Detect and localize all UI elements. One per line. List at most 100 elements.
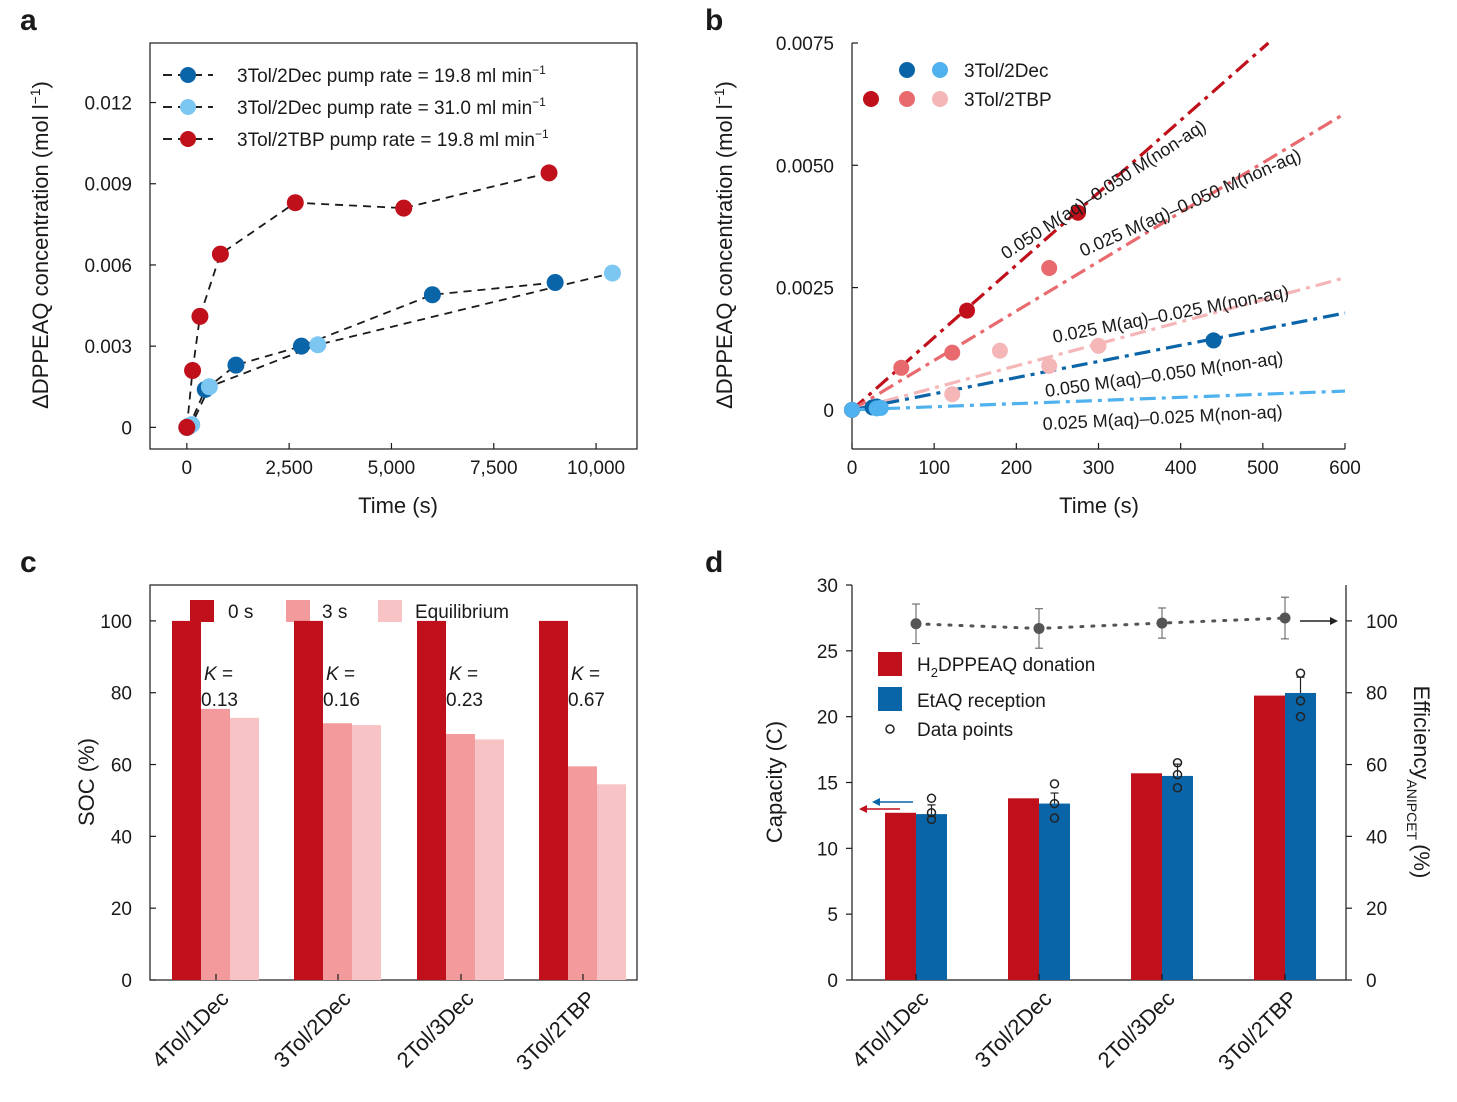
c-bar <box>201 708 230 980</box>
c-category-label: 3Tol/2TBP <box>511 986 600 1075</box>
d-efficiency-line <box>914 616 1287 630</box>
d-category-label: 2Tol/3Dec <box>1093 986 1180 1073</box>
d-data-point <box>1049 779 1060 789</box>
a-ytick-label: 0.009 <box>84 175 132 196</box>
annotation-b-2: 0.025 M(aq)–0.050 M(non-aq) <box>1076 145 1304 261</box>
legend-b-label-tbp: 3Tol/2TBP <box>964 90 1052 111</box>
c-bar <box>323 723 352 980</box>
a-point <box>540 164 558 182</box>
b-point <box>959 302 976 319</box>
c-k-label: K = <box>204 664 233 685</box>
c-k-label: K = <box>449 664 478 685</box>
a-xtick-label: 5,000 <box>368 458 416 479</box>
panel-b-plot: 0 100 200 300 400 500 600 0 0.0025 0.0050 0.0075 <box>776 34 1361 479</box>
b-point <box>944 344 961 361</box>
legend-c-swatch-3s <box>286 600 310 622</box>
arrow-red-left-head <box>859 805 867 813</box>
d-data-point <box>1049 798 1060 809</box>
a-series-line <box>185 172 550 428</box>
d-bar-reception <box>916 814 947 980</box>
a-xtick-label: 0 <box>182 458 193 479</box>
a-point <box>395 199 413 217</box>
legend-b-marker-dec-light <box>932 62 948 78</box>
panel-a-frame <box>149 42 638 450</box>
c-bar <box>172 620 201 980</box>
d-bar-reception <box>1039 803 1070 980</box>
panel-d-ylabel-right: EfficiencyANIPCET(%) <box>1404 686 1434 879</box>
b-point <box>872 399 889 416</box>
panel-a-legend: 3Tol/2Dec pump rate = 19.8 ml min−1 3Tol… <box>163 63 549 151</box>
b-xtick-label: 300 <box>1083 458 1115 479</box>
b-point <box>844 401 860 418</box>
a-point <box>200 378 218 396</box>
annotation-b-3: 0.025 M(aq)–0.025 M(non-aq) <box>1051 281 1291 346</box>
a-series-line <box>186 281 556 429</box>
legend-b-marker-tbp-light <box>932 91 948 107</box>
a-point <box>309 336 327 354</box>
c-k-value: 0.67 <box>568 690 605 711</box>
panel-c-ylabel: SOC (%) <box>74 738 99 826</box>
a-ytick-label: 0.003 <box>84 337 132 358</box>
d-bar-donation <box>1008 798 1039 980</box>
legend-d-swatch-reception <box>878 687 902 711</box>
d-data-point <box>1049 813 1060 823</box>
panel-letter-d: d <box>705 546 723 579</box>
d-data-point <box>1295 668 1306 678</box>
d-data-point <box>1295 711 1306 722</box>
d-data-point <box>1172 769 1183 780</box>
a-ytick-label: 0.006 <box>84 256 132 277</box>
panel-a-plot: 0 2,500 5,000 7,500 10,000 0 0.003 0.006 0.009 0.… <box>84 94 625 479</box>
panel-b-ylabel: ΔDPPEAQ concentration (mol l−1) <box>711 81 737 409</box>
b-point <box>1205 332 1222 349</box>
legend-d-label-points: Data points <box>917 720 1013 741</box>
d-ytick-left-label: 25 <box>817 642 838 663</box>
a-xtick-label: 10,000 <box>567 458 625 479</box>
legend-d-label-reception: EtAQ reception <box>917 691 1046 712</box>
b-point <box>1090 337 1107 354</box>
panel-a-ylabel: ΔDPPEAQ concentration (mol l−1) <box>27 81 53 409</box>
legend-a-marker-3 <box>180 131 196 147</box>
legend-c-label-eq: Equilibrium <box>415 602 509 623</box>
c-bar <box>539 620 568 980</box>
panel-c: SOC (%) 0 s 3 s Equilibrium 0 20 40 60 80 100… <box>74 584 638 1075</box>
a-point <box>423 286 441 304</box>
annotation-b-5: 0.025 M(aq)–0.025 M(non-aq) <box>1042 401 1283 434</box>
legend-a-label-2: 3Tol/2Dec pump rate = 31.0 ml min−1 <box>237 95 546 119</box>
a-point <box>286 194 304 212</box>
c-category-label: 2Tol/3Dec <box>392 986 479 1073</box>
legend-d-marker-points <box>885 724 895 734</box>
d-data-point <box>926 814 937 825</box>
panel-letter-b: b <box>705 4 723 37</box>
d-ytick-left-label: 0 <box>827 971 838 992</box>
c-category-label: 3Tol/2Dec <box>269 986 356 1073</box>
legend-a-label-3: 3Tol/2TBP pump rate = 19.8 ml min−1 <box>237 127 549 151</box>
c-ytick-label: 20 <box>111 899 132 920</box>
b-point <box>1069 204 1086 221</box>
c-bar <box>417 620 446 980</box>
b-point <box>1041 260 1058 277</box>
legend-c-swatch-eq <box>378 600 402 622</box>
c-ytick-label: 0 <box>121 971 132 992</box>
legend-d-label-donation: H2DPPEAQ donation <box>917 655 1095 680</box>
panel-letter-a: a <box>20 4 37 37</box>
panel-b: Time (s) ΔDPPEAQ concentration (mol l−1)… <box>711 34 1361 518</box>
c-bar <box>446 734 475 980</box>
arrow-black-right-head <box>1330 617 1338 625</box>
c-bar <box>294 620 323 980</box>
d-ytick-left-label: 10 <box>817 839 838 860</box>
b-fit-line <box>851 389 1346 412</box>
c-bar <box>230 717 259 980</box>
b-ytick-label: 0.0025 <box>776 279 834 300</box>
d-bar-reception <box>1162 775 1193 980</box>
c-ytick-label: 80 <box>111 684 132 705</box>
d-bar-donation <box>885 812 916 980</box>
legend-a-marker-1 <box>180 67 196 83</box>
c-ytick-label: 60 <box>111 756 132 777</box>
panel-c-legend: 0 s 3 s Equilibrium <box>190 600 509 623</box>
legend-a-marker-2 <box>180 99 196 115</box>
legend-c-label-0s: 0 s <box>228 602 253 623</box>
c-ytick-label: 40 <box>111 827 132 848</box>
d-bar-donation <box>1254 695 1285 980</box>
b-point <box>991 342 1008 359</box>
